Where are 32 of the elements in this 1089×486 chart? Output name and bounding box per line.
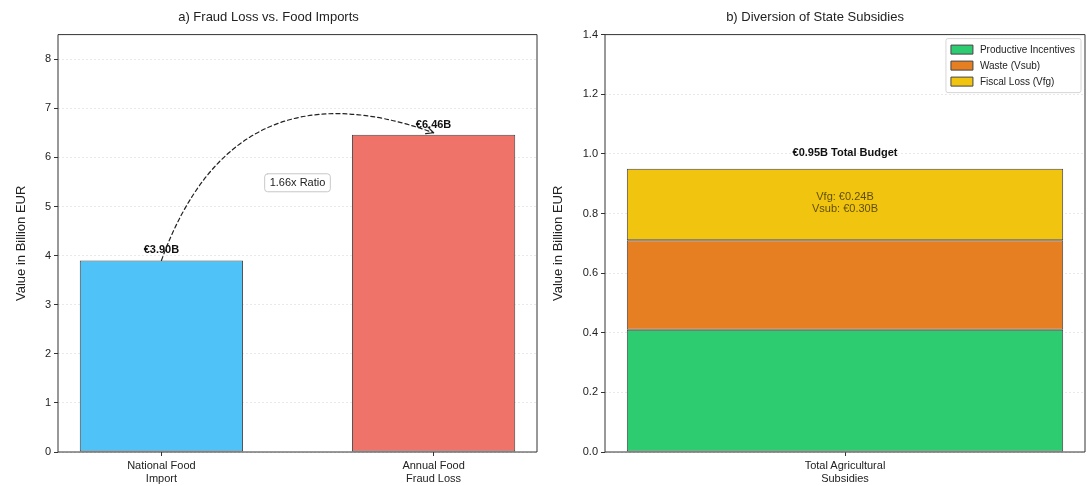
x-tick-label: Total Agricultural Subsidies — [804, 458, 886, 484]
x-tick-label: Annual Food Fraud Loss — [402, 458, 465, 484]
annotation: Vfg: €0.24B Vsub: €0.30B — [811, 190, 879, 215]
y-axis-title: Value in Billion EUR — [13, 185, 29, 301]
y-tick-label: 1.2 — [582, 87, 598, 100]
y-tick-label: 4 — [44, 248, 51, 261]
x-tick-label: National Food Import — [127, 458, 196, 484]
y-tick-label: 7 — [44, 101, 51, 114]
data-label: €3.90B — [143, 243, 180, 256]
legend-label: Productive Incentives — [979, 43, 1076, 55]
y-tick-label: 1 — [44, 395, 51, 408]
legend-label: Waste (Vsub) — [979, 59, 1041, 71]
y-tick-label: 3 — [44, 297, 51, 310]
y-tick-label: 6 — [44, 150, 51, 163]
chart-title: b) Diversion of State Subsidies — [726, 9, 905, 25]
total-label: €0.95B Total Budget — [792, 145, 898, 158]
y-tick-label: 2 — [44, 346, 51, 359]
y-tick-label: 0 — [44, 445, 51, 458]
data-label: €6.46B — [415, 117, 452, 130]
y-tick-label: 1.0 — [582, 146, 598, 159]
y-tick-label: 0.0 — [582, 445, 598, 458]
y-tick-label: 0.8 — [582, 206, 598, 219]
chart-title: a) Fraud Loss vs. Food Imports — [178, 9, 360, 25]
y-tick-label: 0.2 — [582, 385, 598, 398]
y-tick-label: 0.6 — [582, 266, 598, 279]
y-tick-label: 5 — [44, 199, 51, 212]
y-tick-label: 1.4 — [582, 27, 598, 40]
y-axis-title: Value in Billion EUR — [550, 185, 566, 301]
legend-label: Fiscal Loss (Vfg) — [979, 75, 1055, 87]
y-tick-label: 8 — [44, 52, 51, 65]
y-tick-label: 0.4 — [582, 325, 598, 338]
annotation: 1.66x Ratio — [269, 176, 326, 189]
